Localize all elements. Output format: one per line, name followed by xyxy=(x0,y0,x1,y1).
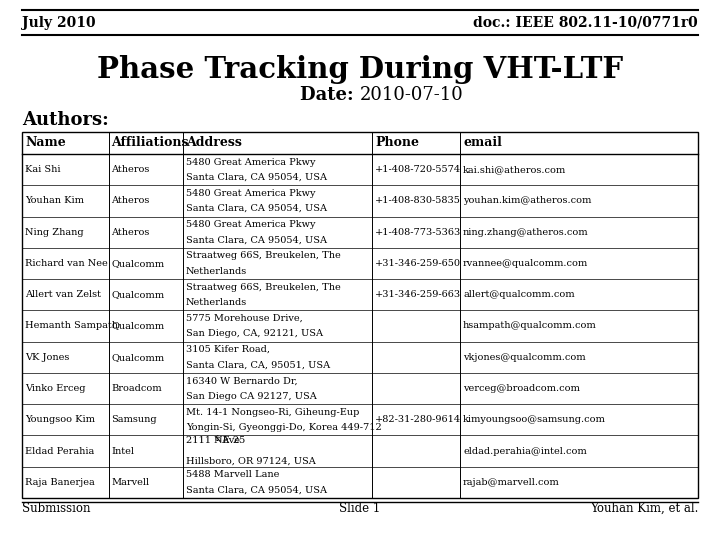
Text: San Diego CA 92127, USA: San Diego CA 92127, USA xyxy=(186,392,317,401)
Text: Phase Tracking During VHT-LTF: Phase Tracking During VHT-LTF xyxy=(97,56,623,84)
Text: +31-346-259-663: +31-346-259-663 xyxy=(375,290,462,299)
Text: Santa Clara, CA 95054, USA: Santa Clara, CA 95054, USA xyxy=(186,204,327,213)
Text: Youhan Kim, et al.: Youhan Kim, et al. xyxy=(590,502,698,515)
Text: Name: Name xyxy=(25,137,66,150)
Text: Raja Banerjea: Raja Banerjea xyxy=(25,478,95,487)
Text: +1-408-720-5574: +1-408-720-5574 xyxy=(375,165,462,174)
Text: Authors:: Authors: xyxy=(22,111,109,129)
Text: Affiliations: Affiliations xyxy=(112,137,189,150)
Text: Atheros: Atheros xyxy=(112,197,150,205)
Text: Submission: Submission xyxy=(22,502,91,515)
Text: Ave: Ave xyxy=(220,436,240,446)
Text: verceg@broadcom.com: verceg@broadcom.com xyxy=(463,384,580,393)
Text: Santa Clara, CA 95054, USA: Santa Clara, CA 95054, USA xyxy=(186,485,327,495)
Text: Straatweg 66S, Breukelen, The: Straatweg 66S, Breukelen, The xyxy=(186,251,341,260)
Text: 2010-07-10: 2010-07-10 xyxy=(360,86,464,104)
Text: youhan.kim@atheros.com: youhan.kim@atheros.com xyxy=(463,197,591,205)
Text: kai.shi@atheros.com: kai.shi@atheros.com xyxy=(463,165,567,174)
Text: Samsung: Samsung xyxy=(112,415,157,424)
Text: +1-408-830-5835: +1-408-830-5835 xyxy=(375,197,461,205)
Text: th: th xyxy=(215,435,222,443)
Text: Santa Clara, CA, 95051, USA: Santa Clara, CA, 95051, USA xyxy=(186,360,330,369)
Text: rvannee@qualcomm.com: rvannee@qualcomm.com xyxy=(463,259,588,268)
Text: Netherlands: Netherlands xyxy=(186,267,247,275)
Text: San Diego, CA, 92121, USA: San Diego, CA, 92121, USA xyxy=(186,329,323,338)
Text: 2111 NE 25: 2111 NE 25 xyxy=(186,436,245,446)
Text: Qualcomm: Qualcomm xyxy=(112,290,165,299)
Text: Straatweg 66S, Breukelen, The: Straatweg 66S, Breukelen, The xyxy=(186,282,341,292)
Text: kimyoungsoo@samsung.com: kimyoungsoo@samsung.com xyxy=(463,415,606,424)
Text: Hemanth Sampath: Hemanth Sampath xyxy=(25,321,118,330)
Text: Atheros: Atheros xyxy=(112,228,150,237)
Text: +31-346-259-650: +31-346-259-650 xyxy=(375,259,462,268)
Text: Broadcom: Broadcom xyxy=(112,384,162,393)
Text: Yongin-Si, Gyeonggi-Do, Korea 449-712: Yongin-Si, Gyeonggi-Do, Korea 449-712 xyxy=(186,423,382,432)
Text: 5480 Great America Pkwy: 5480 Great America Pkwy xyxy=(186,220,315,229)
Text: 5480 Great America Pkwy: 5480 Great America Pkwy xyxy=(186,158,315,166)
Text: Santa Clara, CA 95054, USA: Santa Clara, CA 95054, USA xyxy=(186,235,327,244)
Text: Marvell: Marvell xyxy=(112,478,150,487)
Text: Netherlands: Netherlands xyxy=(186,298,247,307)
Text: July 2010: July 2010 xyxy=(22,16,96,30)
Text: Richard van Nee: Richard van Nee xyxy=(25,259,108,268)
Text: +1-408-773-5363: +1-408-773-5363 xyxy=(375,228,462,237)
Text: Eldad Perahia: Eldad Perahia xyxy=(25,447,94,456)
Text: 5775 Morehouse Drive,: 5775 Morehouse Drive, xyxy=(186,314,302,323)
Text: VK Jones: VK Jones xyxy=(25,353,69,362)
Text: Phone: Phone xyxy=(375,137,419,150)
Text: vkjones@qualcomm.com: vkjones@qualcomm.com xyxy=(463,353,585,362)
Text: 3105 Kifer Road,: 3105 Kifer Road, xyxy=(186,345,270,354)
Text: Vinko Erceg: Vinko Erceg xyxy=(25,384,86,393)
Bar xyxy=(22,132,698,498)
Text: ning.zhang@atheros.com: ning.zhang@atheros.com xyxy=(463,228,589,237)
Text: Hillsboro, OR 97124, USA: Hillsboro, OR 97124, USA xyxy=(186,457,315,465)
Text: Youhan Kim: Youhan Kim xyxy=(25,197,84,205)
Text: Santa Clara, CA 95054, USA: Santa Clara, CA 95054, USA xyxy=(186,173,327,182)
Text: +82-31-280-9614: +82-31-280-9614 xyxy=(375,415,462,424)
Text: Qualcomm: Qualcomm xyxy=(112,353,165,362)
Text: doc.: IEEE 802.11-10/0771r0: doc.: IEEE 802.11-10/0771r0 xyxy=(473,16,698,30)
Text: 5480 Great America Pkwy: 5480 Great America Pkwy xyxy=(186,189,315,198)
Text: allert@qualcomm.com: allert@qualcomm.com xyxy=(463,290,575,299)
Text: hsampath@qualcomm.com: hsampath@qualcomm.com xyxy=(463,321,597,330)
Text: Ning Zhang: Ning Zhang xyxy=(25,228,84,237)
Text: Allert van Zelst: Allert van Zelst xyxy=(25,290,101,299)
Text: Address: Address xyxy=(186,137,242,150)
Text: Date:: Date: xyxy=(300,86,360,104)
Text: 16340 W Bernardo Dr,: 16340 W Bernardo Dr, xyxy=(186,376,297,386)
Text: email: email xyxy=(463,137,502,150)
Text: eldad.perahia@intel.com: eldad.perahia@intel.com xyxy=(463,447,587,456)
Text: Youngsoo Kim: Youngsoo Kim xyxy=(25,415,95,424)
Text: 5488 Marvell Lane: 5488 Marvell Lane xyxy=(186,470,279,479)
Text: Mt. 14-1 Nongseo-Ri, Giheung-Eup: Mt. 14-1 Nongseo-Ri, Giheung-Eup xyxy=(186,408,359,417)
Text: Slide 1: Slide 1 xyxy=(339,502,381,515)
Text: Atheros: Atheros xyxy=(112,165,150,174)
Text: Qualcomm: Qualcomm xyxy=(112,321,165,330)
Text: Intel: Intel xyxy=(112,447,135,456)
Text: Qualcomm: Qualcomm xyxy=(112,259,165,268)
Text: rajab@marvell.com: rajab@marvell.com xyxy=(463,478,559,487)
Text: Kai Shi: Kai Shi xyxy=(25,165,60,174)
